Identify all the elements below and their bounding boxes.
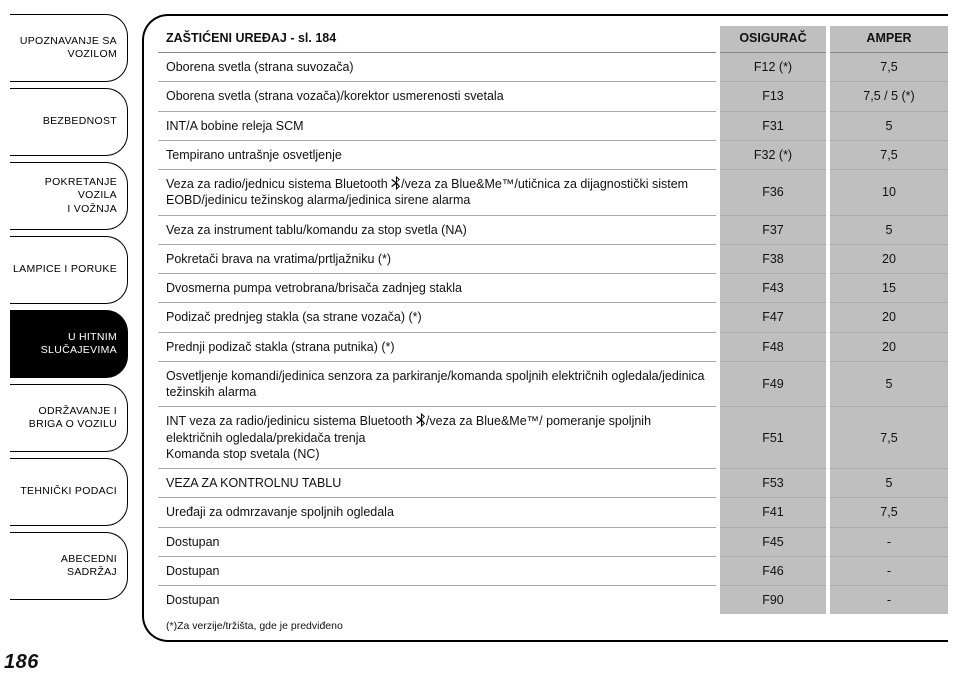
fuse-table: ZAŠTIĆENI UREĐAJ - sl. 184 OSIGURAČ AMPE… [158, 26, 948, 614]
device-cell: Dostupan [158, 556, 718, 585]
table-row: Veza za radio/jednicu sistema Bluetooth … [158, 170, 948, 216]
fuse-cell: F41 [718, 498, 828, 527]
main-panel: ZAŠTIĆENI UREĐAJ - sl. 184 OSIGURAČ AMPE… [142, 14, 948, 642]
fuse-cell: F46 [718, 556, 828, 585]
device-cell: INT veza za radio/jedinicu sistema Bluet… [158, 407, 718, 469]
tab-label: POKRETANJE VOZILAI VOŽNJA [10, 176, 117, 215]
amp-cell: 7,5 [828, 407, 948, 469]
device-cell: Oborena svetla (strana suvozača) [158, 53, 718, 82]
fuse-cell: F32 (*) [718, 140, 828, 169]
tab-bezbednost[interactable]: BEZBEDNOST [10, 88, 128, 156]
table-footnote: (*)Za verzije/tržišta, gde je predviđeno [158, 614, 948, 632]
device-cell: VEZA ZA KONTROLNU TABLU [158, 469, 718, 498]
table-row: VEZA ZA KONTROLNU TABLUF535 [158, 469, 948, 498]
amp-cell: 20 [828, 244, 948, 273]
device-cell: INT/A bobine releja SCM [158, 111, 718, 140]
amp-cell: 20 [828, 332, 948, 361]
tab-label: BEZBEDNOST [43, 115, 117, 128]
tab-label: UPOZNAVANJE SAVOZILOM [20, 35, 117, 61]
fuse-cell: F47 [718, 303, 828, 332]
device-cell: Veza za radio/jednicu sistema Bluetooth … [158, 170, 718, 216]
amp-cell: - [828, 556, 948, 585]
device-cell: Dvosmerna pumpa vetrobrana/brisača zadnj… [158, 274, 718, 303]
amp-cell: 10 [828, 170, 948, 216]
fuse-table-body: Oborena svetla (strana suvozača)F12 (*)7… [158, 53, 948, 615]
fuse-cell: F38 [718, 244, 828, 273]
table-row: Tempirano untrašnje osvetljenjeF32 (*)7,… [158, 140, 948, 169]
fuse-cell: F37 [718, 215, 828, 244]
device-cell: Dostupan [158, 586, 718, 615]
amp-cell: 7,5 / 5 (*) [828, 82, 948, 111]
table-row: Veza za instrument tablu/komandu za stop… [158, 215, 948, 244]
amp-cell: 5 [828, 469, 948, 498]
amp-cell: 15 [828, 274, 948, 303]
tab-upoznavanje[interactable]: UPOZNAVANJE SAVOZILOM [10, 14, 128, 82]
amp-cell: 5 [828, 361, 948, 407]
device-cell: Prednji podizač stakla (strana putnika) … [158, 332, 718, 361]
table-row: Oborena svetla (strana vozača)/korektor … [158, 82, 948, 111]
table-row: Osvetljenje komandi/jedinica senzora za … [158, 361, 948, 407]
device-cell: Veza za instrument tablu/komandu za stop… [158, 215, 718, 244]
tab-hitnim[interactable]: U HITNIMSLUČAJEVIMA [10, 310, 128, 378]
table-row: DostupanF46- [158, 556, 948, 585]
amp-cell: 5 [828, 111, 948, 140]
amp-cell: - [828, 586, 948, 615]
fuse-cell: F53 [718, 469, 828, 498]
tab-label: ODRŽAVANJE IBRIGA O VOZILU [29, 405, 117, 431]
amp-cell: - [828, 527, 948, 556]
table-row: INT/A bobine releja SCMF315 [158, 111, 948, 140]
table-row: Dvosmerna pumpa vetrobrana/brisača zadnj… [158, 274, 948, 303]
tab-label: LAMPICE I PORUKE [13, 263, 117, 276]
tab-lampice[interactable]: LAMPICE I PORUKE [10, 236, 128, 304]
table-row: Pokretači brava na vratima/prtljažniku (… [158, 244, 948, 273]
col-fuse-header: OSIGURAČ [718, 26, 828, 53]
device-cell: Podizač prednjeg stakla (sa strane vozač… [158, 303, 718, 332]
tab-tehnicki[interactable]: TEHNIČKI PODACI [10, 458, 128, 526]
amp-cell: 5 [828, 215, 948, 244]
tab-odrzavanje[interactable]: ODRŽAVANJE IBRIGA O VOZILU [10, 384, 128, 452]
fuse-cell: F12 (*) [718, 53, 828, 82]
table-row: INT veza za radio/jedinicu sistema Bluet… [158, 407, 948, 469]
device-cell: Tempirano untrašnje osvetljenje [158, 140, 718, 169]
page-number: 186 [4, 651, 39, 674]
fuse-cell: F31 [718, 111, 828, 140]
sidebar-nav: UPOZNAVANJE SAVOZILOM BEZBEDNOST POKRETA… [0, 0, 128, 678]
table-row: DostupanF45- [158, 527, 948, 556]
fuse-cell: F13 [718, 82, 828, 111]
amp-cell: 7,5 [828, 498, 948, 527]
device-cell: Pokretači brava na vratima/prtljažniku (… [158, 244, 718, 273]
fuse-cell: F48 [718, 332, 828, 361]
device-cell: Dostupan [158, 527, 718, 556]
table-row: Podizač prednjeg stakla (sa strane vozač… [158, 303, 948, 332]
device-cell: Oborena svetla (strana vozača)/korektor … [158, 82, 718, 111]
tab-label: U HITNIMSLUČAJEVIMA [41, 331, 117, 357]
tab-label: ABECEDNI SADRŽAJ [10, 553, 117, 579]
fuse-cell: F49 [718, 361, 828, 407]
table-row: Prednji podizač stakla (strana putnika) … [158, 332, 948, 361]
amp-cell: 7,5 [828, 140, 948, 169]
fuse-cell: F45 [718, 527, 828, 556]
tab-abecedni[interactable]: ABECEDNI SADRŽAJ [10, 532, 128, 600]
fuse-cell: F43 [718, 274, 828, 303]
amp-cell: 20 [828, 303, 948, 332]
fuse-cell: F51 [718, 407, 828, 469]
col-amp-header: AMPER [828, 26, 948, 53]
fuse-cell: F36 [718, 170, 828, 216]
table-row: Oborena svetla (strana suvozača)F12 (*)7… [158, 53, 948, 82]
fuse-cell: F90 [718, 586, 828, 615]
table-row: Uređaji za odmrzavanje spoljnih ogledala… [158, 498, 948, 527]
amp-cell: 7,5 [828, 53, 948, 82]
device-cell: Uređaji za odmrzavanje spoljnih ogledala [158, 498, 718, 527]
tab-pokretanje[interactable]: POKRETANJE VOZILAI VOŽNJA [10, 162, 128, 230]
col-device-header: ZAŠTIĆENI UREĐAJ - sl. 184 [158, 26, 718, 53]
device-cell: Osvetljenje komandi/jedinica senzora za … [158, 361, 718, 407]
tab-label: TEHNIČKI PODACI [20, 485, 117, 498]
table-row: DostupanF90- [158, 586, 948, 615]
